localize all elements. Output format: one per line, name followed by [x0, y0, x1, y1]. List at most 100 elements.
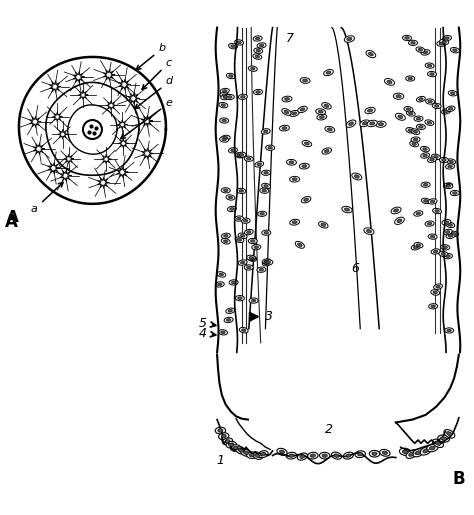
Text: 7: 7 — [286, 32, 294, 45]
Polygon shape — [106, 100, 116, 110]
Ellipse shape — [237, 154, 242, 157]
Ellipse shape — [447, 432, 452, 436]
Ellipse shape — [383, 451, 387, 455]
Ellipse shape — [395, 217, 404, 225]
Ellipse shape — [255, 454, 260, 457]
Text: A: A — [5, 213, 18, 231]
Ellipse shape — [262, 190, 266, 192]
Ellipse shape — [226, 308, 235, 314]
Ellipse shape — [346, 454, 351, 457]
Text: a: a — [31, 182, 63, 214]
Ellipse shape — [220, 89, 229, 94]
Ellipse shape — [429, 446, 435, 450]
Ellipse shape — [253, 54, 262, 59]
Ellipse shape — [443, 246, 447, 249]
Ellipse shape — [289, 110, 299, 116]
Ellipse shape — [450, 92, 455, 95]
Ellipse shape — [258, 451, 268, 458]
Ellipse shape — [411, 129, 420, 134]
Ellipse shape — [423, 183, 428, 186]
Ellipse shape — [277, 449, 287, 455]
Ellipse shape — [244, 265, 253, 270]
Ellipse shape — [240, 234, 245, 237]
Ellipse shape — [445, 328, 454, 333]
Ellipse shape — [234, 216, 243, 221]
Ellipse shape — [249, 298, 258, 303]
Ellipse shape — [237, 217, 241, 220]
Ellipse shape — [284, 110, 289, 114]
Ellipse shape — [219, 137, 228, 142]
Ellipse shape — [222, 90, 227, 92]
Ellipse shape — [226, 195, 235, 200]
Ellipse shape — [224, 240, 228, 243]
Ellipse shape — [366, 230, 372, 233]
Ellipse shape — [319, 221, 328, 228]
Ellipse shape — [352, 173, 362, 180]
Ellipse shape — [446, 184, 451, 187]
Ellipse shape — [244, 451, 248, 455]
Ellipse shape — [264, 130, 268, 133]
Ellipse shape — [268, 146, 273, 149]
Ellipse shape — [433, 250, 438, 253]
Ellipse shape — [256, 91, 260, 93]
Ellipse shape — [421, 182, 430, 187]
Ellipse shape — [409, 40, 418, 45]
Ellipse shape — [241, 449, 251, 456]
Polygon shape — [73, 72, 84, 83]
Ellipse shape — [221, 187, 230, 193]
Polygon shape — [117, 166, 128, 178]
Ellipse shape — [344, 36, 355, 42]
Ellipse shape — [304, 198, 309, 201]
Ellipse shape — [246, 231, 251, 233]
Ellipse shape — [264, 171, 268, 174]
Ellipse shape — [428, 72, 437, 77]
Ellipse shape — [322, 454, 327, 457]
Polygon shape — [60, 170, 71, 181]
Ellipse shape — [222, 138, 226, 141]
Ellipse shape — [431, 249, 440, 254]
Ellipse shape — [444, 183, 453, 188]
Ellipse shape — [237, 152, 246, 158]
Text: d: d — [135, 77, 173, 109]
Ellipse shape — [282, 127, 287, 130]
Ellipse shape — [290, 219, 300, 225]
Ellipse shape — [254, 90, 263, 95]
Text: 5: 5 — [199, 317, 216, 330]
Ellipse shape — [404, 107, 413, 112]
Polygon shape — [119, 79, 130, 90]
Ellipse shape — [439, 39, 448, 45]
Ellipse shape — [358, 453, 363, 456]
Ellipse shape — [254, 48, 263, 54]
Ellipse shape — [246, 255, 255, 261]
Ellipse shape — [426, 99, 435, 104]
Ellipse shape — [259, 44, 264, 47]
Ellipse shape — [248, 238, 257, 244]
Ellipse shape — [319, 115, 324, 118]
Polygon shape — [128, 93, 139, 104]
Ellipse shape — [264, 260, 269, 263]
Ellipse shape — [444, 430, 455, 438]
Ellipse shape — [253, 36, 262, 41]
Ellipse shape — [256, 49, 261, 52]
Ellipse shape — [260, 188, 269, 193]
Ellipse shape — [446, 164, 455, 169]
Ellipse shape — [233, 447, 238, 450]
Ellipse shape — [439, 158, 448, 163]
Ellipse shape — [228, 196, 233, 199]
Ellipse shape — [239, 328, 248, 333]
Polygon shape — [118, 139, 128, 148]
Ellipse shape — [219, 433, 229, 440]
Ellipse shape — [246, 266, 251, 269]
Ellipse shape — [224, 234, 228, 237]
Ellipse shape — [240, 261, 245, 264]
Ellipse shape — [280, 450, 284, 454]
Ellipse shape — [428, 157, 437, 162]
Ellipse shape — [433, 291, 438, 294]
Ellipse shape — [376, 121, 386, 127]
Ellipse shape — [257, 163, 262, 166]
Ellipse shape — [249, 256, 254, 259]
Ellipse shape — [292, 112, 297, 115]
Ellipse shape — [442, 159, 446, 161]
Ellipse shape — [228, 206, 237, 212]
Ellipse shape — [446, 222, 455, 228]
